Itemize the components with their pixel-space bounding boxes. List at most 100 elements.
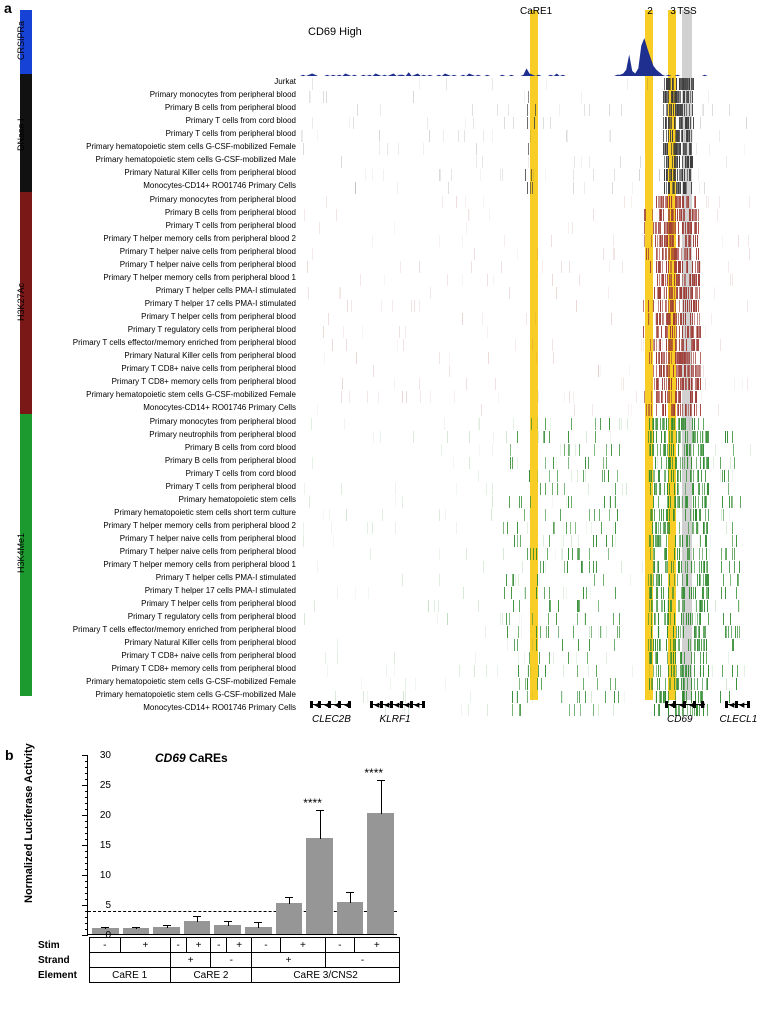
panel-a-label: a <box>4 0 12 16</box>
row-label: Primary Natural Killer cells from periph… <box>124 638 296 647</box>
track-row <box>300 352 750 364</box>
row-label: Primary B cells from peripheral blood <box>165 456 296 465</box>
track-row <box>300 235 750 247</box>
row-label: Primary T cells from peripheral blood <box>166 221 296 230</box>
table-cell: - <box>211 953 252 968</box>
row-label: Primary T helper memory cells from perip… <box>103 521 296 530</box>
track-row <box>300 496 750 508</box>
sidebar-label-h3k27ac: H3K27Ac <box>16 282 26 320</box>
row-label: Primary hematopoietic stem cells G-CSF-m… <box>86 677 296 686</box>
track-row <box>300 326 750 338</box>
panel-b-label: b <box>5 747 14 763</box>
table-cell: + <box>280 938 325 953</box>
ytick-label: 10 <box>81 870 111 881</box>
row-label: Primary Natural Killer cells from periph… <box>124 351 296 360</box>
track-row <box>300 678 750 690</box>
ytick-label: 5 <box>81 900 111 911</box>
row-label: Primary monocytes from peripheral blood <box>150 417 296 426</box>
track-row <box>300 169 750 181</box>
table-cell: + <box>227 938 252 953</box>
panel-a: a CRSIPRa DNase I H3K27Ac H3K4Me1 Jurkat Pri… <box>0 0 768 740</box>
track-row <box>300 613 750 625</box>
track-row <box>300 535 750 547</box>
track-row <box>300 313 750 325</box>
bar-chart: **** **** <box>87 755 397 935</box>
row-label: Primary T helper memory cells from perip… <box>103 560 296 569</box>
track-row <box>300 639 750 651</box>
row-label: Primary T cells from peripheral blood <box>166 129 296 138</box>
gene-CLECL1: ◀◀CLECL1 <box>725 704 750 705</box>
track-row <box>300 431 750 443</box>
row-label: Primary T helper 17 cells PMA-I stimulat… <box>145 299 296 308</box>
bar <box>337 902 364 934</box>
bar <box>367 813 394 934</box>
row-label: Monocytes-CD14+ RO01746 Primary Cells <box>143 403 296 412</box>
row-label: Primary hematopoietic stem cells short t… <box>114 508 296 517</box>
track-row <box>300 209 750 221</box>
track-row <box>300 156 750 168</box>
track-row <box>300 274 750 286</box>
row-label: Primary hematopoietic stem cells G-CSF-m… <box>86 390 296 399</box>
track-row <box>300 222 750 234</box>
gene-track: ◀◀◀◀CLEC2B◀◀◀◀◀KLRF1◀◀◀◀CD69◀◀CLECL1 <box>300 696 750 726</box>
row-label: Primary T helper naive cells from periph… <box>120 534 296 543</box>
table-cell: + <box>186 938 211 953</box>
track-row <box>300 143 750 155</box>
table-cell: - <box>325 953 399 968</box>
table-cell <box>89 953 170 968</box>
significance-stars: **** <box>364 766 383 780</box>
row-label: Primary T helper cells from peripheral b… <box>141 312 296 321</box>
significance-stars: **** <box>303 796 322 810</box>
track-row <box>300 470 750 482</box>
ytick-label: 30 <box>81 750 111 761</box>
track-row <box>300 600 750 612</box>
row-label: Primary monocytes from peripheral blood <box>150 90 296 99</box>
track-row <box>300 574 750 586</box>
bar <box>184 921 211 934</box>
table-cell: - <box>325 938 354 953</box>
region-label-CaRE1: CaRE1 <box>520 6 550 17</box>
table-cell: + <box>121 938 171 953</box>
track-row <box>300 130 750 142</box>
track-row <box>300 339 750 351</box>
track-row <box>300 117 750 129</box>
row-label: Primary Natural Killer cells from periph… <box>124 168 296 177</box>
track-row <box>300 261 750 273</box>
row-label: Primary T helper cells PMA-I stimulated <box>156 286 296 295</box>
sidebar-label-h3k4me1: H3K4Me1 <box>16 532 26 572</box>
track-row <box>300 457 750 469</box>
table-row-label: Element <box>35 968 89 983</box>
row-label: Primary hematopoietic stem cells G-CSF-m… <box>86 142 296 151</box>
row-label: Primary T helper naive cells from periph… <box>120 547 296 556</box>
track-row <box>300 91 750 103</box>
track-row <box>300 587 750 599</box>
row-label: Primary T cells from peripheral blood <box>166 482 296 491</box>
track-row <box>300 561 750 573</box>
condition-table: Stim-+-+-+-+-+Strand+-+-ElementCaRE 1CaR… <box>35 937 400 983</box>
sidebar-label-crispra: CRSIPRa <box>16 20 26 59</box>
table-cell: CaRE 3/CNS2 <box>252 968 400 983</box>
track-row <box>300 104 750 116</box>
row-label: Primary hematopoietic stem cells <box>179 495 296 504</box>
bar <box>214 925 241 934</box>
sidebar-label-dnase: DNase I <box>16 118 26 151</box>
track-row <box>300 248 750 260</box>
track-row <box>300 548 750 560</box>
table-cell: CaRE 1 <box>89 968 170 983</box>
row-label: Primary T CD8+ naive cells from peripher… <box>121 364 296 373</box>
track-row <box>300 444 750 456</box>
row-label: Primary T regulatory cells from peripher… <box>128 325 296 334</box>
track-row <box>300 378 750 390</box>
track-row <box>300 196 750 208</box>
track-row <box>300 652 750 664</box>
row-label: Primary T cells effector/memory enriched… <box>73 625 296 634</box>
table-cell: CaRE 2 <box>170 968 251 983</box>
ytick-label: 0 <box>81 930 111 941</box>
row-label: Primary T CD8+ memory cells from periphe… <box>112 664 296 673</box>
track-row <box>300 287 750 299</box>
track-row <box>300 665 750 677</box>
row-label: Primary B cells from peripheral blood <box>165 208 296 217</box>
table-cell: - <box>170 938 186 953</box>
row-label: Jurkat <box>274 77 296 86</box>
row-label: Primary T cells from cord blood <box>186 469 296 478</box>
